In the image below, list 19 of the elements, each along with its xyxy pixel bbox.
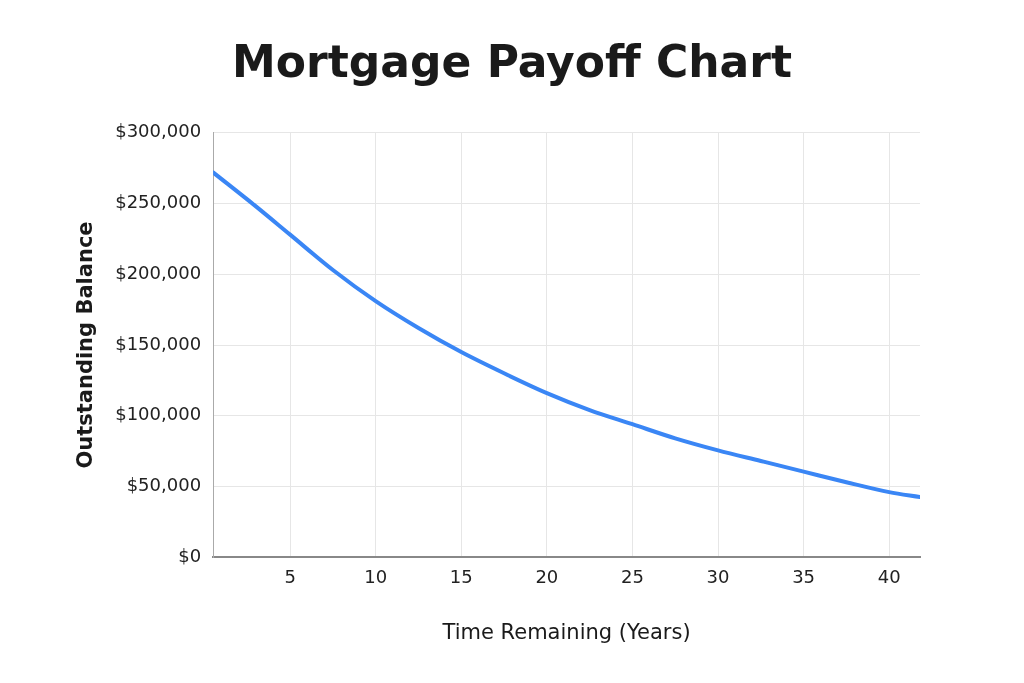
x-tick-label: 20 — [535, 565, 559, 587]
y-tick-label: $100,000 — [115, 403, 202, 425]
y-tick-label: $0 — [178, 544, 202, 566]
x-tick-label: 15 — [449, 565, 473, 587]
line-series — [213, 170, 920, 500]
x-tick-label: 10 — [364, 565, 388, 587]
x-tick-label: 25 — [620, 565, 644, 587]
y-tick-label: $250,000 — [115, 191, 202, 213]
x-tick-label: 30 — [706, 565, 730, 587]
y-tick-label: $50,000 — [126, 474, 202, 496]
x-tick-label: 35 — [792, 565, 816, 587]
x-tick-label: 40 — [877, 565, 901, 587]
y-axis-title: Outstanding Balance — [73, 221, 98, 469]
x-axis-title: Time Remaining (Years) — [441, 619, 691, 644]
chart-title: Mortgage Payoff Chart — [231, 36, 793, 87]
y-tick-label: $150,000 — [115, 332, 202, 354]
x-tick-label: 5 — [284, 565, 296, 587]
y-tick-label: $200,000 — [115, 261, 202, 283]
y-tick-label: $300,000 — [115, 120, 202, 142]
